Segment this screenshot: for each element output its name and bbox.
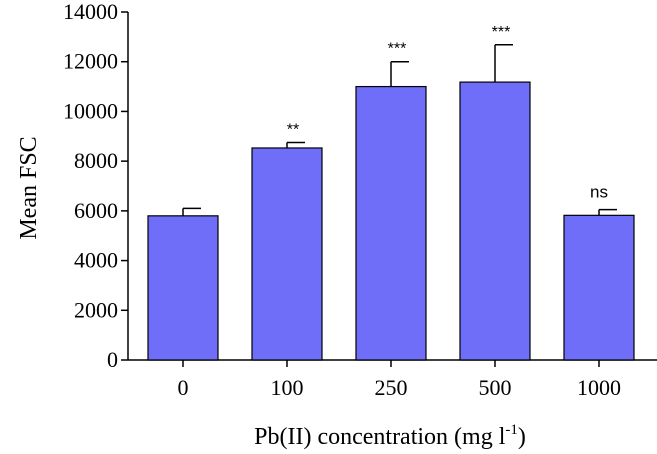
y-tick-label: 14000 <box>63 0 118 24</box>
y-tick-label: 4000 <box>74 248 118 273</box>
y-tick-label: 6000 <box>74 198 118 223</box>
bar-1000 <box>563 214 635 361</box>
y-axis-ticks: 0 2000 4000 6000 8000 10000 12000 14000 <box>63 0 128 372</box>
x-axis-ticks: 0 100 250 500 1000 <box>178 360 621 400</box>
y-tick-label: 10000 <box>63 98 118 123</box>
bar-500 <box>459 81 531 361</box>
x-tick-label: 1000 <box>577 375 621 400</box>
bar-250 <box>355 85 427 361</box>
x-axis-title-main: Pb(II) concentration (mg l <box>254 424 506 450</box>
significance-labels: ********ns <box>287 24 608 202</box>
x-tick-label: 250 <box>375 375 408 400</box>
x-axis-title-superscript: -1 <box>505 422 518 438</box>
y-tick-label: 0 <box>107 347 118 372</box>
y-axis-title: Mean FSC <box>16 136 42 239</box>
bar-0 <box>147 215 219 361</box>
x-axis-title: Pb(II) concentration (mg l-1) <box>254 422 526 450</box>
y-tick-label: 2000 <box>74 297 118 322</box>
bar-series <box>147 81 635 361</box>
y-tick-label: 8000 <box>74 148 118 173</box>
y-tick-label: 12000 <box>63 49 118 74</box>
significance-label: *** <box>388 41 407 58</box>
error-bars <box>182 44 617 216</box>
significance-label: ns <box>590 183 608 202</box>
significance-label: *** <box>492 24 511 41</box>
x-tick-label: 100 <box>271 375 304 400</box>
bar-100 <box>251 147 323 361</box>
x-tick-label: 500 <box>479 375 512 400</box>
x-axis-title-suffix: ) <box>518 424 526 450</box>
significance-label: ** <box>287 122 299 139</box>
x-tick-label: 0 <box>178 375 189 400</box>
